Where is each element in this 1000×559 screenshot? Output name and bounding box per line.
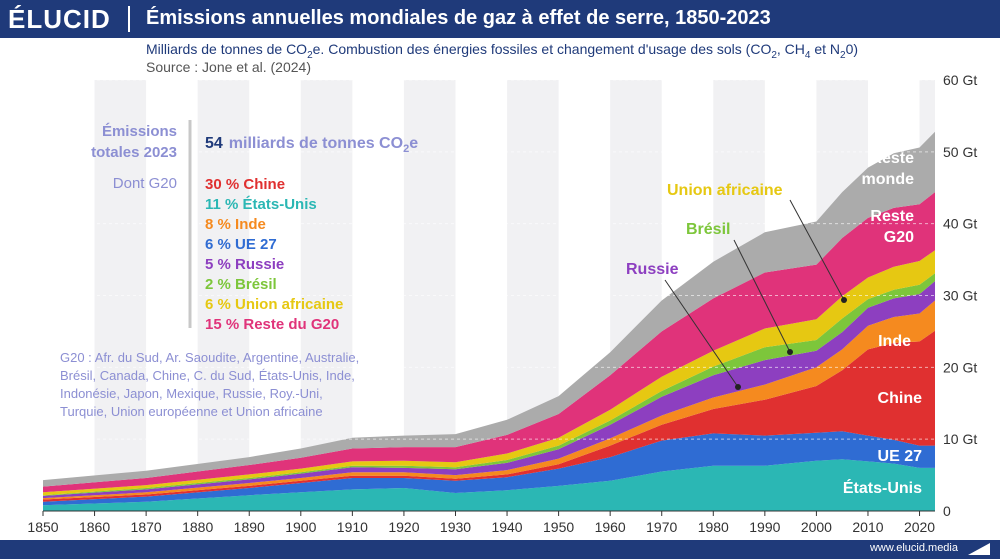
legend-item: 8 % Inde — [205, 216, 266, 233]
y-tick-label: 10 Gt — [943, 431, 977, 447]
x-tick-label: 1860 — [79, 519, 110, 535]
y-tick-label: 40 Gt — [943, 216, 977, 232]
legend-item: 30 % Chine — [205, 176, 285, 193]
chart-subtitle: Milliards de tonnes de CO2e. Combustion … — [146, 41, 859, 61]
y-tick-label: 50 Gt — [943, 144, 977, 160]
g20-note: G20 : Afr. du Sud, Ar. Saoudite, Argenti… — [60, 350, 359, 419]
label-ue27: UE 27 — [878, 448, 923, 465]
label-reste-monde-1: Reste — [870, 150, 914, 167]
g20-note-line: Indonésie, Japon, Mexique, Russie, Roy.-… — [60, 386, 323, 401]
x-tick-label: 1920 — [388, 519, 419, 535]
y-tick-label: 60 Gt — [943, 72, 977, 88]
legend-total-value: 54 milliards de tonnes CO2e — [205, 135, 418, 155]
label-reste-g20-2: G20 — [884, 229, 914, 246]
series-area--tats-unis — [43, 459, 935, 511]
elucid-logo[interactable]: ÉLUCID — [8, 4, 111, 34]
leader-union-africaine-dot — [841, 297, 847, 303]
label-reste-monde-2: monde — [862, 171, 915, 188]
x-tick-label: 2010 — [852, 519, 883, 535]
x-tick-label: 1850 — [27, 519, 58, 535]
label-reste-g20-1: Reste — [870, 208, 914, 225]
x-tick-label: 1910 — [337, 519, 368, 535]
y-tick-label: 20 Gt — [943, 359, 977, 375]
leader-russie-dot — [735, 384, 741, 390]
x-tick-label: 1990 — [749, 519, 780, 535]
x-tick-label: 1980 — [698, 519, 729, 535]
x-tick-label: 1930 — [440, 519, 471, 535]
g20-note-line: G20 : Afr. du Sud, Ar. Saoudite, Argenti… — [60, 350, 359, 365]
series-area-inde — [43, 300, 935, 500]
leader-bresil-dot — [787, 349, 793, 355]
g20-note-line: Brésil, Canada, Chine, C. du Sud, États-… — [60, 368, 355, 383]
x-tick-label: 1880 — [182, 519, 213, 535]
header-separator — [128, 6, 130, 32]
leader-bresil — [733, 239, 791, 353]
leader-russie — [664, 279, 739, 388]
x-tick-label: 1960 — [595, 519, 626, 535]
x-tick-label: 1890 — [234, 519, 265, 535]
label-etats-unis: États-Unis — [843, 478, 922, 497]
legend-item: 6 % Union africaine — [205, 296, 343, 313]
g20-note-line: Turquie, Union européenne et Union afric… — [60, 404, 323, 419]
label-russie: Russie — [626, 261, 679, 278]
arrow-icon — [968, 543, 990, 555]
x-tick-label: 1940 — [491, 519, 522, 535]
legend-item: 5 % Russie — [205, 256, 284, 273]
annotations: Émissions totales 2023 54 milliards de to… — [60, 120, 922, 497]
x-tick-label: 1950 — [543, 519, 574, 535]
legend-dont-g20: Dont G20 — [113, 175, 177, 192]
x-tick-label: 1870 — [131, 519, 162, 535]
x-tick-label: 1900 — [285, 519, 316, 535]
legend-item: 2 % Brésil — [205, 276, 277, 293]
axes: 1850 1860 1870 1880 1890 1900 1910 1920 1930 1940… — [27, 510, 935, 535]
footer-url[interactable]: www.elucid.media — [869, 542, 958, 554]
legend-items: 30 % Chine 11 % États-Unis 8 % Inde 6 % UE … — [205, 176, 343, 333]
x-tick-label: 2000 — [801, 519, 832, 535]
chart-title: Émissions annuelles mondiales de gaz à e… — [146, 7, 771, 29]
y-tick-label: 0 — [943, 503, 951, 519]
chart-source: Source : Jone et al. (2024) — [146, 59, 311, 75]
legend-item: 6 % UE 27 — [205, 236, 277, 253]
stacked-areas — [43, 131, 935, 511]
header-bar: ÉLUCID Émissions annuelles mondiales de … — [0, 0, 1000, 38]
gridlines: 0 10 Gt 20 Gt 30 Gt 40 Gt 50 Gt 60 Gt — [43, 72, 977, 519]
label-inde: Inde — [878, 333, 911, 350]
series-area-chine — [43, 330, 935, 502]
label-bresil: Brésil — [686, 221, 730, 238]
y-tick-label: 30 Gt — [943, 288, 977, 304]
label-chine: Chine — [878, 390, 923, 407]
legend-total-label-2: totales 2023 — [91, 144, 177, 161]
legend-total-label-1: Émissions — [102, 123, 177, 140]
legend-item: 15 % Reste du G20 — [205, 316, 339, 333]
footer-bar: www.elucid.media — [0, 540, 1000, 559]
legend-item: 11 % États-Unis — [205, 196, 317, 213]
label-union-africaine: Union africaine — [667, 182, 783, 199]
x-tick-label: 2020 — [904, 519, 935, 535]
x-tick-label: 1970 — [646, 519, 677, 535]
series-area-ue-27 — [43, 431, 935, 506]
leader-union-africaine — [789, 199, 845, 301]
